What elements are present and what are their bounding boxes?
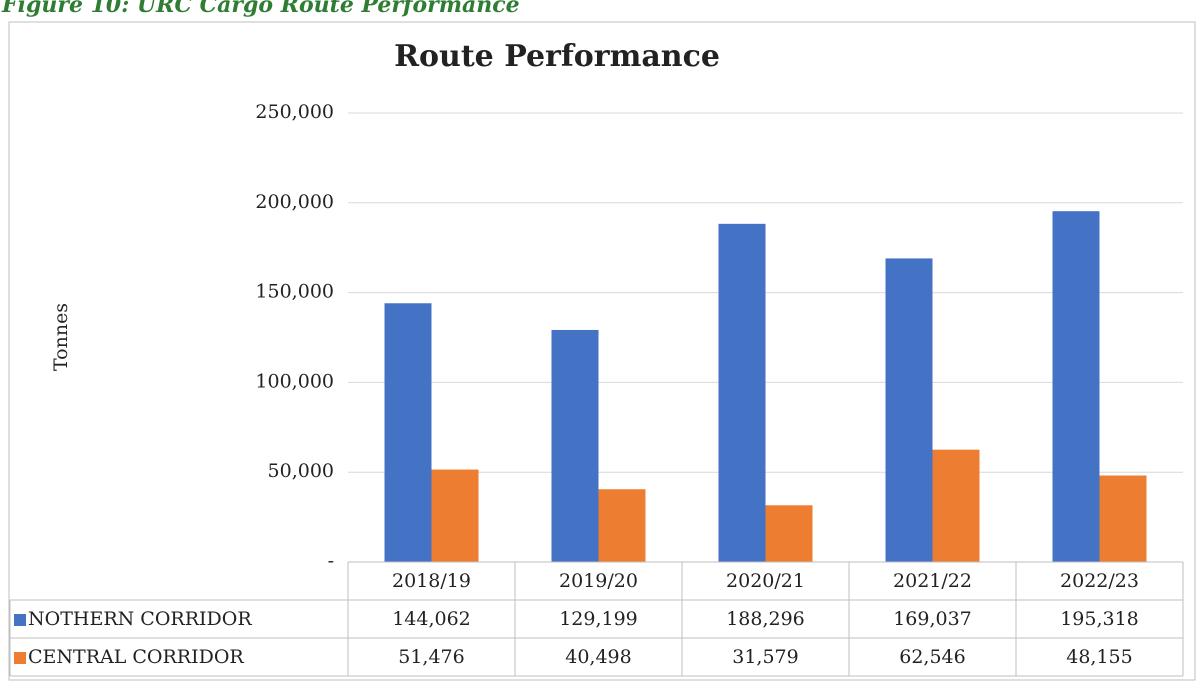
caption: Figure 10: URC Cargo Route Performance: [1, 0, 520, 18]
bar: [1099, 475, 1147, 562]
x-tick-label: 2019/20: [559, 570, 638, 592]
y-tick-label: 150,000: [255, 281, 334, 303]
y-tick-label: 250,000: [255, 101, 334, 123]
bar: [384, 303, 432, 562]
table-value: 188,296: [726, 608, 805, 630]
x-tick-label: 2020/21: [726, 570, 805, 592]
table-value: 195,318: [1060, 608, 1139, 630]
table-value: 169,037: [893, 608, 972, 630]
bar: [551, 329, 599, 562]
x-tick-label: 2018/19: [392, 570, 471, 592]
legend-label: CENTRAL CORRIDOR: [28, 646, 244, 668]
legend-swatch: [14, 652, 26, 664]
y-axis-label: Tonnes: [50, 303, 72, 371]
x-tick-label: 2021/22: [893, 570, 972, 592]
table-value: 144,062: [392, 608, 471, 630]
y-tick-label: 50,000: [268, 460, 334, 482]
y-tick-label: 100,000: [255, 370, 334, 392]
legend-label: NOTHERN CORRIDOR: [28, 608, 252, 630]
table-value: 51,476: [398, 646, 464, 668]
bar: [765, 505, 813, 562]
table-value: 129,199: [559, 608, 638, 630]
table-value: 48,155: [1066, 646, 1132, 668]
bar: [598, 489, 646, 562]
bar: [1052, 211, 1100, 563]
bar: [431, 469, 479, 562]
table-value: 31,579: [732, 646, 798, 668]
bar: [885, 258, 933, 562]
chart-border: [8, 21, 1196, 681]
table-value: 62,546: [899, 646, 965, 668]
y-tick-label: 200,000: [255, 191, 334, 213]
y-tick-label: -: [328, 550, 334, 572]
chart-title: Route Performance: [394, 39, 720, 74]
bar: [718, 223, 766, 563]
bar: [932, 449, 980, 562]
legend-swatch: [14, 614, 26, 626]
table-value: 40,498: [565, 646, 631, 668]
x-tick-label: 2022/23: [1060, 570, 1139, 592]
